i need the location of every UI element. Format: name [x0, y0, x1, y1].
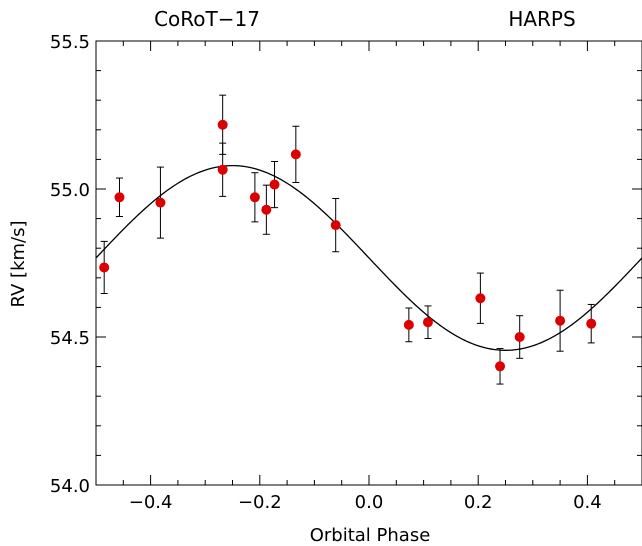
data-point [586, 318, 597, 329]
data-point [555, 315, 566, 326]
data-point [290, 149, 301, 160]
data-point [99, 262, 110, 273]
model-curve-layer [95, 164, 642, 351]
data-point [217, 164, 228, 175]
data-point [514, 332, 525, 342]
plot-frame [95, 40, 642, 486]
data-point [114, 192, 125, 203]
x-tick-label: 0.4 [573, 492, 602, 513]
x-tick-label: 0.2 [464, 492, 493, 513]
axes: −0.4 −0.2 0.0 0.2 0.4 54.0 54.5 55.0 55.5 [50, 32, 642, 513]
x-tick-label: −0.2 [238, 492, 282, 513]
y-tick-label: 54.5 [50, 328, 90, 349]
y-tick-label: 54.0 [50, 476, 90, 497]
data-point [422, 317, 433, 328]
data-point [261, 204, 272, 215]
data-point [495, 361, 506, 372]
data-point [155, 197, 166, 208]
x-tick-label: 0.0 [355, 492, 384, 513]
model-curve [95, 164, 642, 351]
chart-title-target: CoRoT−17 [154, 7, 260, 31]
y-tick-label: 55.5 [50, 32, 90, 53]
data-point [330, 220, 341, 231]
data-points-layer [99, 94, 597, 385]
data-point [217, 119, 228, 130]
x-axis-label: Orbital Phase [310, 525, 431, 546]
x-tick-label: −0.4 [129, 492, 173, 513]
data-point [475, 293, 486, 304]
y-axis-label: RV [km/s] [8, 220, 29, 307]
chart-title-instrument: HARPS [508, 7, 575, 31]
data-point [249, 192, 260, 203]
y-tick-label: 55.0 [50, 180, 90, 201]
data-point [403, 319, 414, 330]
data-point [269, 179, 280, 190]
